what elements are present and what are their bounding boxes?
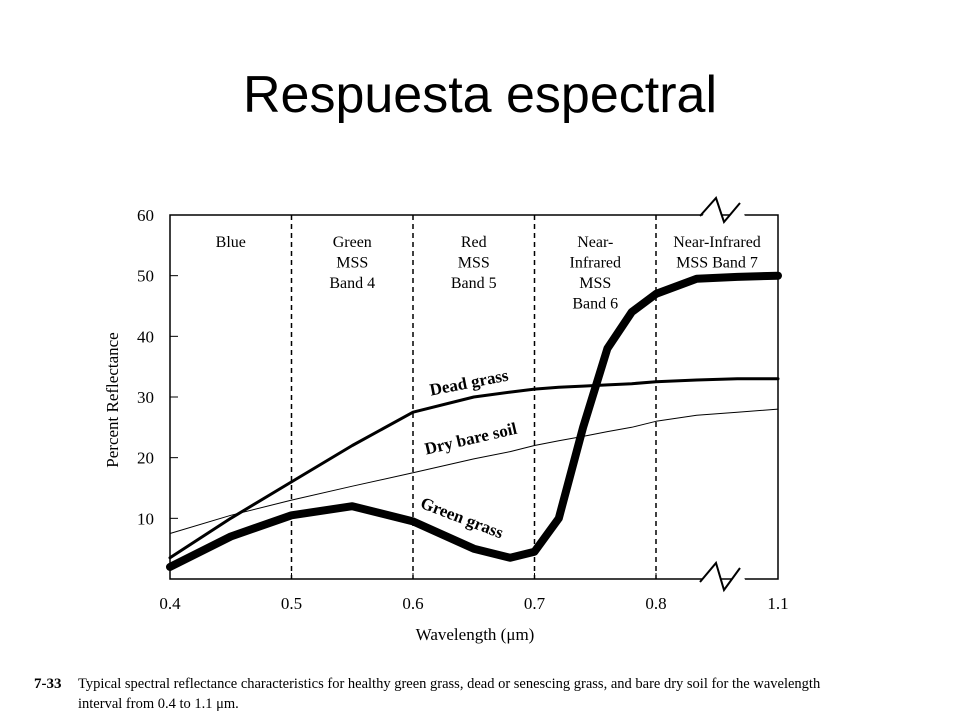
band-label: Blue [216,234,246,251]
y-axis-label: Percent Reflectance [103,332,122,467]
band-label: Band 5 [451,275,497,292]
y-tick-label: 40 [137,327,154,346]
band-label: Red [461,234,487,251]
x-axis-label: Wavelength (μm) [416,625,535,644]
band-label: Green [333,234,372,251]
x-tick-label: 1.1 [767,594,788,613]
x-tick-label: 0.7 [524,594,546,613]
series-label: Green grass [418,493,506,542]
band-label: MSS [336,255,368,272]
y-tick-label: 60 [137,206,154,225]
y-tick-label: 30 [137,388,154,407]
band-label: MSS [458,255,490,272]
y-tick-label: 10 [137,509,154,528]
band-label: MSS [579,275,611,292]
x-tick-label: 0.8 [645,594,666,613]
x-tick-label: 0.4 [159,594,181,613]
caption-number: 7-33 [34,676,62,692]
band-label: Band 6 [572,296,618,313]
band-label: Near- [577,234,613,251]
band-label: Band 4 [329,275,375,292]
caption-line: Typical spectral reflectance characteris… [78,676,821,692]
band-label: Near-Infrared [673,234,761,251]
axis-break [699,196,746,593]
x-tick-label: 0.6 [402,594,423,613]
series-line [166,271,782,571]
band-label: MSS Band 7 [676,255,758,272]
slide-title: Respuesta espectral [243,66,717,124]
series-line [168,377,780,560]
y-tick-label: 50 [137,267,154,286]
y-tick-label: 20 [137,449,154,468]
band-label: Infrared [569,255,621,272]
caption-line: interval from 0.4 to 1.1 μm. [78,696,239,712]
series-line [169,408,779,534]
x-tick-label: 0.5 [281,594,302,613]
